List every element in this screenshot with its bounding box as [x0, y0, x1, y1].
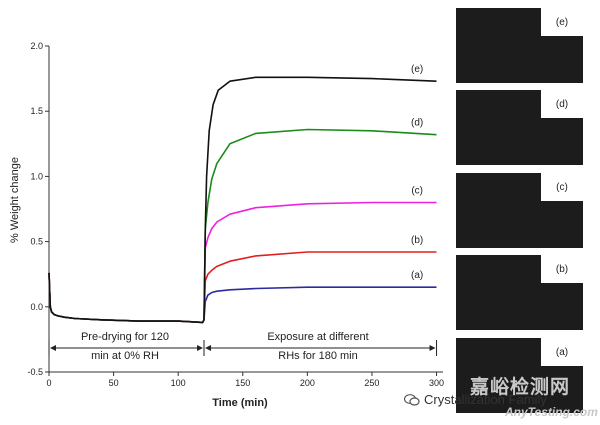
annotation-left-line1: Pre-drying for 120 [81, 331, 169, 343]
series-label: (c) [411, 185, 423, 196]
watermark-url: AnyTesting.com [505, 405, 598, 419]
watermark-label: Crystallization Family [424, 392, 547, 407]
y-tick-label: 2.0 [30, 41, 43, 51]
wechat-icon [404, 393, 420, 406]
annotation-arrow-right-head-right [429, 345, 436, 351]
y-tick-label: 0.0 [30, 302, 43, 312]
series-line [48, 76, 437, 324]
y-tick-label: 1.0 [30, 171, 43, 181]
series-label: (a) [411, 270, 423, 281]
annotation-arrow-left-head-right [197, 345, 204, 351]
x-tick-label: 250 [364, 378, 379, 388]
series-label: (d) [411, 118, 423, 129]
annotation-arrow-right-head-left [205, 345, 212, 351]
series-line [48, 128, 437, 324]
y-tick-label: 1.5 [30, 106, 43, 116]
x-tick-label: 0 [46, 378, 51, 388]
watermark-main: Crystallization Family [404, 392, 547, 407]
micrograph-thumbnail-a: (a) [456, 338, 583, 413]
annotation-right-line1: Exposure at different [267, 331, 368, 343]
thumbnail-label: (d) [541, 90, 583, 118]
y-tick-label: -0.5 [27, 367, 43, 377]
x-tick-label: 200 [300, 378, 315, 388]
micrograph-thumbnail-e: (e) [456, 8, 583, 83]
x-tick-label: 300 [429, 378, 444, 388]
annotation-right-line2: RHs for 180 min [278, 350, 357, 362]
micrograph-thumbnail-d: (d) [456, 90, 583, 165]
micrograph-thumbnail-b: (b) [456, 255, 583, 330]
series-line [48, 272, 437, 324]
watermark-logo-text: 嘉峪检测网 [470, 377, 571, 398]
thumbnail-label: (c) [541, 173, 583, 201]
thumbnail-label: (e) [541, 8, 583, 36]
weight-change-chart: -0.5 0.0 0.5 1.0 1.5 2.0 0 50 100 150 200 250 300 (a)… [9, 41, 444, 409]
x-axis-label: Time (min) [212, 397, 268, 409]
series-label: (e) [411, 64, 423, 75]
y-axis-label: % Weight change [9, 157, 21, 243]
thumbnail-label: (b) [541, 255, 583, 283]
micrograph-thumbnail-c: (c) [456, 173, 583, 248]
series-line [48, 201, 437, 324]
plot-area: -0.5 0.0 0.5 1.0 1.5 2.0 0 50 100 150 200 250 300 (a)… [27, 41, 444, 388]
annotation-arrow-left-head-left [50, 345, 56, 351]
thumbnail-label: (a) [541, 338, 583, 366]
x-tick-label: 100 [171, 378, 186, 388]
series-label: (b) [411, 235, 423, 246]
x-tick-label: 50 [109, 378, 119, 388]
annotation-left-line2: min at 0% RH [91, 350, 159, 362]
x-tick-label: 150 [235, 378, 250, 388]
y-tick-label: 0.5 [30, 237, 43, 247]
